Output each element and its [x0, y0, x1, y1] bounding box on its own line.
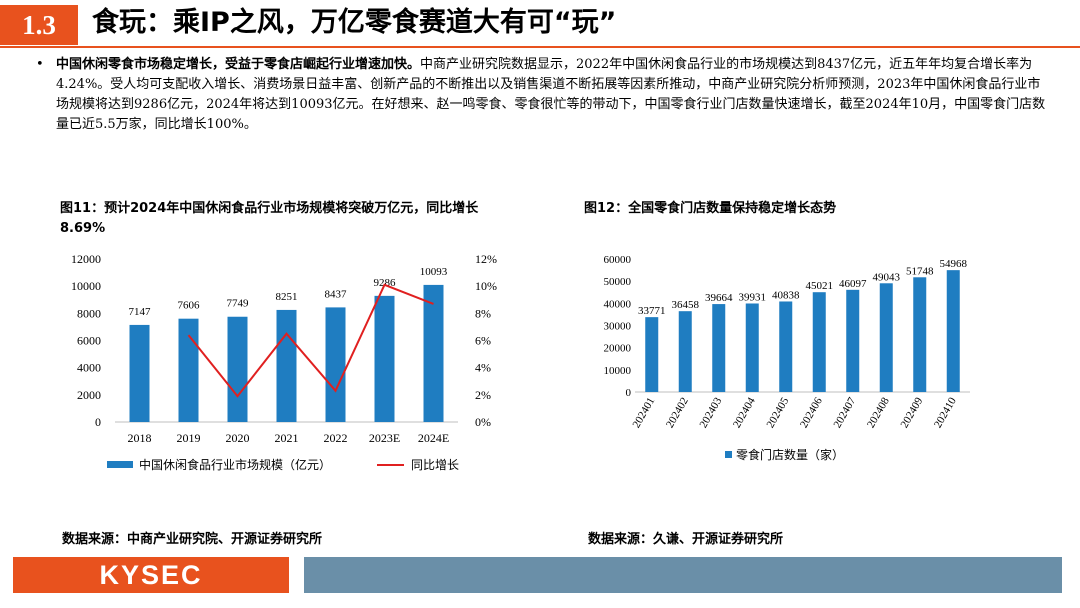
- bar: [227, 316, 248, 422]
- y-tick-label: 10000: [604, 365, 632, 377]
- bar: [812, 292, 826, 392]
- legend-bar-label: 中国休闲食品行业市场规模（亿元）: [139, 457, 331, 472]
- x-tick-label: 202408: [865, 395, 892, 430]
- x-tick-label: 202404: [731, 395, 758, 430]
- x-tick-label: 202405: [764, 395, 791, 430]
- x-tick-label: 2021: [275, 431, 299, 445]
- data-label: 7147: [129, 306, 152, 318]
- legend-line-label: 同比增长: [411, 458, 459, 472]
- legend-bar-swatch: [107, 461, 133, 468]
- x-tick-label: 2019: [177, 431, 201, 445]
- y-tick-label: 4000: [77, 361, 101, 375]
- data-label: 49043: [873, 271, 901, 283]
- y-tick-label: 10000: [71, 279, 101, 293]
- summary-paragraph: • 中国休闲零食市场稳定增长，受益于零食店崛起行业增速加快。中商产业研究院数据显…: [36, 55, 1046, 135]
- data-label: 36458: [672, 299, 700, 311]
- figure12-title: 图12：全国零食门店数量保持稳定增长态势: [584, 201, 837, 216]
- y-tick-label: 12000: [71, 252, 101, 266]
- y2-tick-label: 12%: [475, 252, 497, 266]
- y-tick-label: 6000: [77, 334, 101, 348]
- y-tick-label: 50000: [604, 276, 632, 288]
- x-tick-label: 2018: [128, 431, 152, 445]
- bullet: •: [36, 57, 44, 72]
- figure11-title: 图11：预计2024年中国休闲食品行业市场规模将突破万亿元，同比增长8.69%: [60, 201, 479, 236]
- y2-tick-label: 4%: [475, 361, 491, 375]
- y2-tick-label: 0%: [475, 415, 491, 429]
- x-tick-label: 202410: [932, 395, 959, 430]
- x-tick-label: 202409: [898, 395, 925, 430]
- x-tick-label: 202401: [630, 396, 657, 431]
- bar: [946, 270, 960, 392]
- bar: [913, 277, 927, 392]
- data-label: 9286: [374, 277, 397, 289]
- figure11-chart: 0 2000 4000 6000 8000 10000 12000 0% 2% 4% 6% 8% 10%…: [71, 252, 497, 472]
- y-tick-label: 30000: [604, 321, 632, 333]
- page-title: 食玩：乘IP之风，万亿零食赛道大有可“玩”: [92, 7, 617, 38]
- figure12-source: 数据来源：久谦、开源证券研究所: [588, 532, 784, 547]
- figure11-source: 数据来源：中商产业研究院、开源证券研究所: [62, 532, 323, 547]
- legend-bar-swatch: [725, 451, 732, 458]
- y-tick-label: 60000: [604, 254, 632, 266]
- bar: [846, 289, 860, 392]
- x-tick-label: 2022: [324, 431, 348, 445]
- data-label: 7606: [178, 300, 201, 312]
- y-tick-label: 2000: [77, 388, 101, 402]
- bar: [423, 284, 444, 422]
- data-label: 8251: [276, 291, 298, 303]
- section-number: 1.3: [0, 5, 78, 45]
- paragraph-lead: 中国休闲零食市场稳定增长，受益于零食店崛起行业增速加快。: [56, 57, 421, 72]
- y2-tick-label: 8%: [475, 306, 491, 320]
- data-label: 7749: [227, 298, 250, 310]
- bar: [678, 311, 692, 392]
- bar: [276, 309, 297, 422]
- growth-line: [187, 283, 434, 398]
- y-tick-label: 8000: [77, 306, 101, 320]
- data-label: 51748: [906, 265, 934, 277]
- x-tick-label: 2020: [226, 431, 250, 445]
- paragraph-body: 中商产业研究院数据显示，2022年中国休闲食品行业的市场规模达到8437亿元，近…: [56, 57, 1046, 132]
- bar: [879, 283, 893, 392]
- footer-bar: [304, 557, 1062, 593]
- bar: [645, 317, 659, 392]
- data-label: 54968: [940, 258, 968, 270]
- x-tick-label: 2023E: [369, 431, 400, 445]
- y2-tick-label: 2%: [475, 388, 491, 402]
- data-label: 39664: [705, 292, 733, 304]
- x-tick-label: 202406: [798, 395, 825, 430]
- bar: [129, 324, 150, 422]
- x-tick-label: 2024E: [418, 431, 449, 445]
- x-tick-label: 202403: [697, 395, 724, 430]
- y-tick-label: 0: [626, 387, 632, 399]
- data-label: 45021: [806, 280, 834, 292]
- bar: [745, 303, 759, 392]
- x-tick-label: 202407: [831, 395, 858, 430]
- data-label: 33771: [638, 305, 666, 317]
- y-tick-label: 40000: [604, 298, 632, 310]
- bar: [374, 295, 395, 422]
- data-label: 8437: [325, 288, 348, 300]
- x-tick-label: 202402: [664, 396, 691, 431]
- bar: [325, 307, 346, 422]
- y2-tick-label: 10%: [475, 279, 497, 293]
- legend-bar-label: 零食门店数量（家）: [736, 447, 844, 462]
- y-tick-label: 0: [95, 415, 101, 429]
- bar: [779, 301, 793, 392]
- data-label: 40838: [772, 289, 800, 301]
- data-label: 46097: [839, 278, 867, 290]
- y2-tick-label: 6%: [475, 334, 491, 348]
- data-label: 10093: [420, 266, 448, 278]
- figure12-chart: 0 10000 20000 30000 40000 50000 60000 33771 2024…: [604, 254, 970, 462]
- bar: [712, 304, 726, 392]
- header-divider: [0, 46, 1080, 48]
- bar: [178, 318, 199, 422]
- data-label: 39931: [739, 291, 767, 303]
- kysec-logo: KYSEC: [13, 557, 289, 593]
- y-tick-label: 20000: [604, 343, 632, 355]
